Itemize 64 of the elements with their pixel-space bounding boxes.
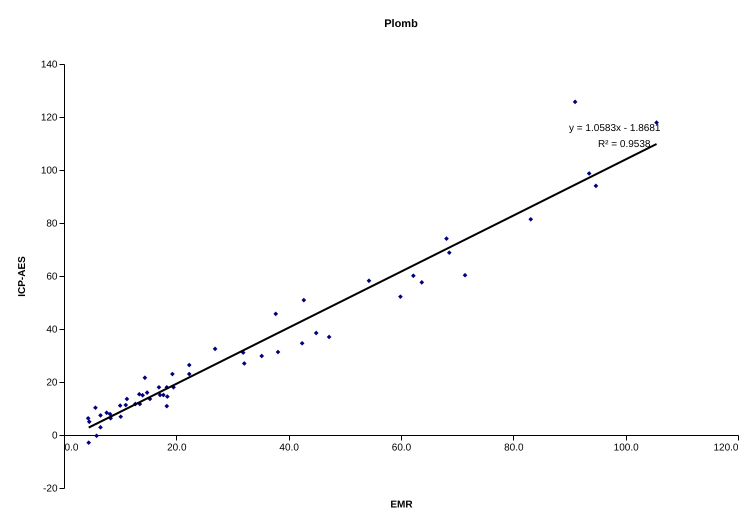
y-tick-label: 80 [46,218,58,230]
point [98,413,103,418]
point [164,404,170,408]
point [186,372,192,376]
y-tick-label: 100 [40,166,58,176]
point [186,362,192,368]
x-tick-label: 120.0 [713,442,739,454]
point [276,350,280,354]
x-tick-label: 60.0 [392,442,412,454]
point [123,402,128,408]
point [94,433,99,438]
point [444,236,449,241]
point [144,390,150,395]
point [259,354,264,358]
y-tick-label: 0 [52,430,58,442]
point [528,216,534,222]
chart-title: Plomb [384,18,418,30]
y-tick-label: 20 [46,378,58,388]
point [326,334,332,340]
x-tick-label: 40.0 [279,442,300,454]
point [301,298,306,302]
y-tick-label: 140 [40,60,58,70]
x-tick-label: 80.0 [504,442,524,454]
point [586,171,592,176]
point [104,410,110,416]
point [572,100,578,104]
point [136,392,142,397]
point [93,405,98,410]
point [86,419,92,424]
point [212,346,218,352]
point [273,312,278,316]
point [142,375,148,380]
point [314,330,319,336]
point [161,392,166,398]
point [165,394,170,399]
point [140,392,145,398]
y-tick-label: -20 [43,484,58,494]
annotation: y = 1.0583x - 1.8681 [569,123,661,134]
y-tick-label: 120 [40,112,58,124]
point [242,361,247,366]
point [462,272,468,278]
point [86,440,92,446]
point [86,416,90,421]
point [419,280,424,285]
point [118,414,124,420]
point [366,278,372,284]
point [594,184,598,188]
point [156,384,162,390]
point [170,372,175,376]
point [98,424,103,430]
point [446,250,452,256]
y-tick-label: 40 [46,324,58,336]
annotation: R² = 0.9538 [598,139,651,150]
point [398,294,403,300]
x-tick-label: 0.0 [64,442,79,454]
x-axis-title: EMR [390,500,414,510]
y-tick-label: 60 [46,272,58,282]
x-tick-label: 20.0 [167,442,187,454]
point [118,403,123,408]
point [411,273,416,278]
y-axis-title: ICP-AES [16,256,28,297]
x-tick-label: 100.0 [614,442,640,454]
point [124,396,130,402]
point [300,340,304,346]
